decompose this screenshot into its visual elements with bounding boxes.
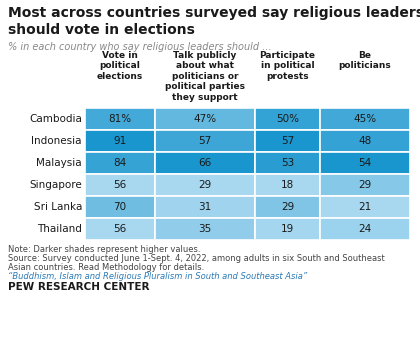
Text: 56: 56 [113,224,126,234]
Bar [155,152,255,174]
Bar [320,108,410,130]
Bar [320,130,410,152]
Text: Thailand: Thailand [37,224,82,234]
Bar [155,108,255,130]
Bar [255,196,320,218]
Text: Most across countries surveyed say religious leaders
should vote in elections: Most across countries surveyed say relig… [8,6,420,37]
Text: 29: 29 [198,180,212,190]
Text: 29: 29 [281,202,294,212]
Bar [320,196,410,218]
Bar [85,218,155,240]
Text: 21: 21 [358,202,372,212]
Text: 81%: 81% [108,114,131,124]
Text: Talk publicly
about what
politicians or
political parties
they support: Talk publicly about what politicians or … [165,51,245,102]
Text: 50%: 50% [276,114,299,124]
Text: 18: 18 [281,180,294,190]
Text: 91: 91 [113,136,126,146]
Text: 47%: 47% [194,114,217,124]
Bar [320,218,410,240]
Text: Sri Lanka: Sri Lanka [34,202,82,212]
Bar [255,108,320,130]
Bar [85,196,155,218]
Text: Participate
in political
protests: Participate in political protests [260,51,315,81]
Text: 29: 29 [358,180,372,190]
Text: 66: 66 [198,158,212,168]
Text: 54: 54 [358,158,372,168]
Text: 56: 56 [113,180,126,190]
Text: 19: 19 [281,224,294,234]
Bar [155,196,255,218]
Bar [155,218,255,240]
Text: % in each country who say religious leaders should ...: % in each country who say religious lead… [8,42,272,52]
Bar [85,130,155,152]
Text: 57: 57 [281,136,294,146]
Bar [255,218,320,240]
Text: 24: 24 [358,224,372,234]
Text: Indonesia: Indonesia [32,136,82,146]
Text: Malaysia: Malaysia [37,158,82,168]
Text: 35: 35 [198,224,212,234]
Bar [255,130,320,152]
Text: 57: 57 [198,136,212,146]
Bar [85,152,155,174]
Bar [255,152,320,174]
Text: 45%: 45% [354,114,377,124]
Bar [155,174,255,196]
Text: “Buddhism, Islam and Religious Pluralism in South and Southeast Asia”: “Buddhism, Islam and Religious Pluralism… [8,272,307,281]
Text: Cambodia: Cambodia [29,114,82,124]
Bar [85,108,155,130]
Bar [85,174,155,196]
Text: 31: 31 [198,202,212,212]
Text: 53: 53 [281,158,294,168]
Text: Singapore: Singapore [29,180,82,190]
Text: Asian countries. Read Methodology for details.: Asian countries. Read Methodology for de… [8,263,204,272]
Text: 70: 70 [113,202,126,212]
Text: PEW RESEARCH CENTER: PEW RESEARCH CENTER [8,282,150,292]
Bar [155,130,255,152]
Text: 84: 84 [113,158,126,168]
Bar [320,174,410,196]
Bar [255,174,320,196]
Text: Be
politicians: Be politicians [339,51,391,70]
Text: Source: Survey conducted June 1-Sept. 4, 2022, among adults in six South and Sou: Source: Survey conducted June 1-Sept. 4,… [8,254,385,263]
Text: Vote in
political
elections: Vote in political elections [97,51,143,81]
Text: 48: 48 [358,136,372,146]
Bar [320,152,410,174]
Text: Note: Darker shades represent higher values.: Note: Darker shades represent higher val… [8,245,200,254]
